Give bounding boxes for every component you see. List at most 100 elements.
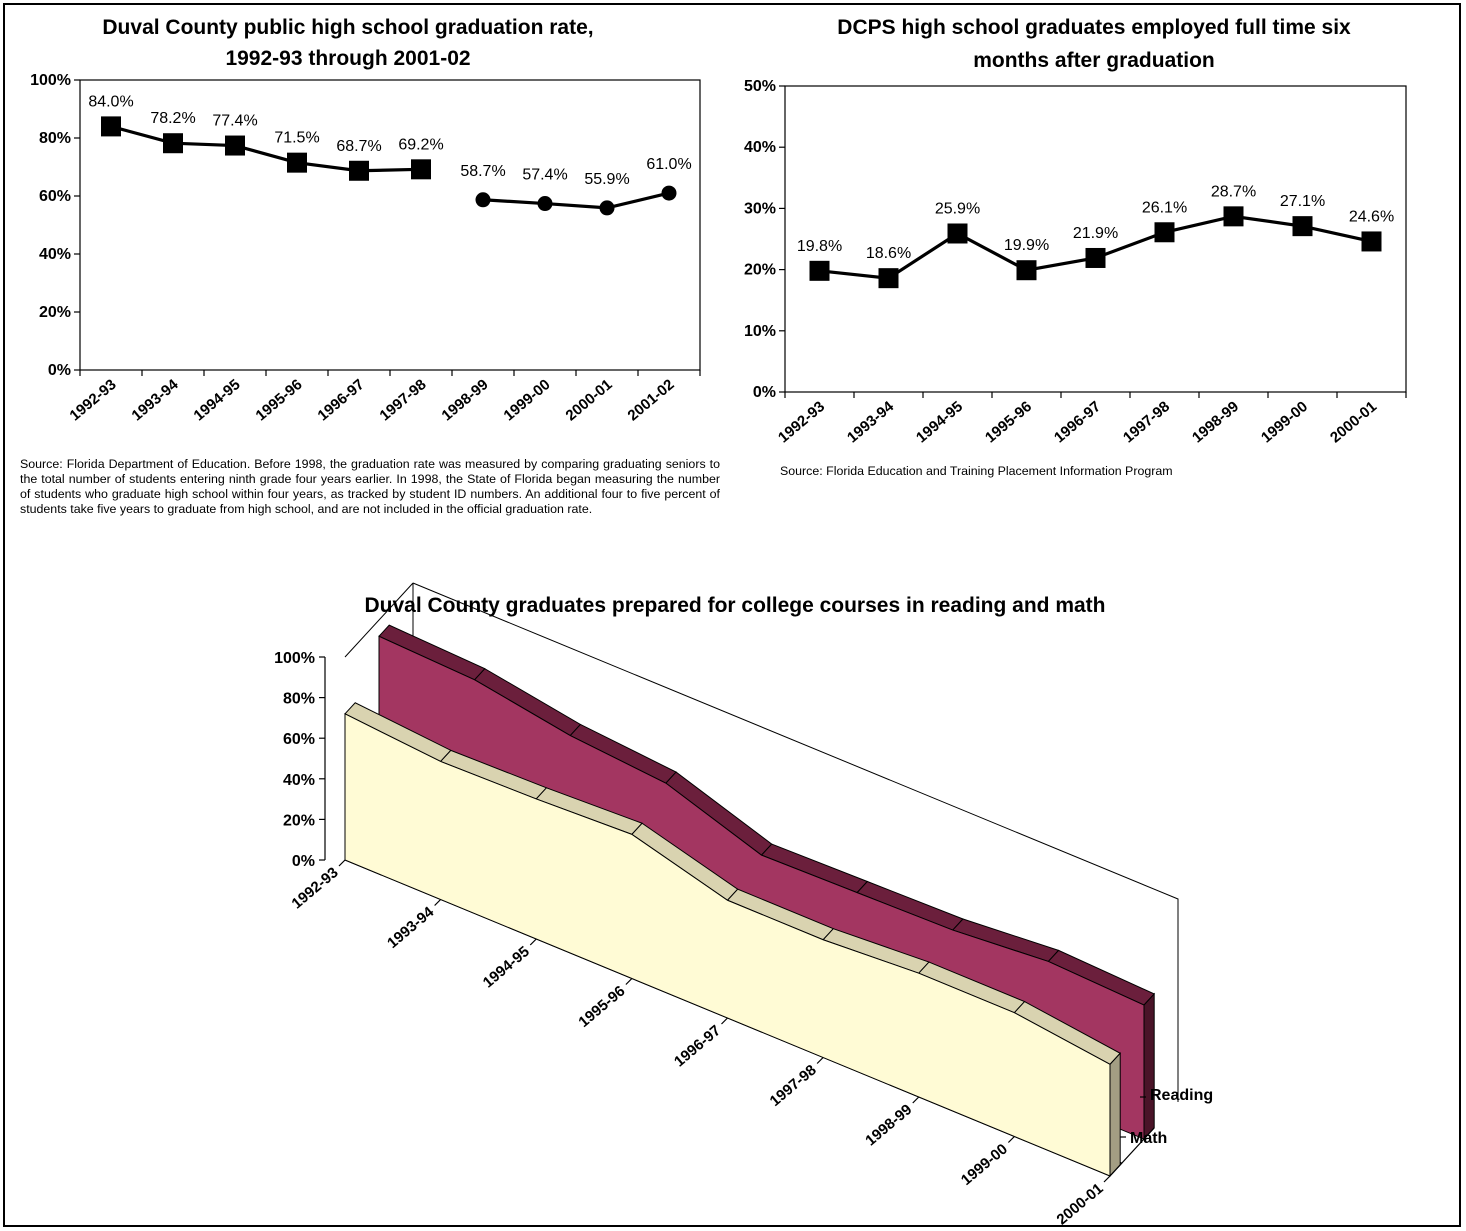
data-point-square (1361, 231, 1382, 252)
data-label: 27.1% (1280, 193, 1325, 210)
chart2-series (809, 206, 1382, 289)
y-tick-label: 30% (744, 200, 776, 217)
data-label: 71.5% (274, 130, 319, 147)
y-tick-label: 80% (283, 691, 315, 708)
area-side-face (1143, 992, 1155, 1141)
x-tick-label: 1995-96 (982, 398, 1035, 446)
data-label: 26.1% (1142, 199, 1187, 216)
x-tick-mark (625, 978, 633, 985)
data-point-square (225, 135, 245, 156)
back-wall-outline (412, 582, 1179, 1102)
data-point-square (1292, 216, 1313, 237)
x-tick-label: 1992-93 (288, 864, 341, 912)
data-label: 21.9% (1073, 225, 1118, 242)
data-label: 19.8% (797, 238, 842, 255)
x-tick-mark (1103, 1175, 1111, 1183)
y-tick-label: 20% (283, 812, 315, 829)
data-point-square (1085, 247, 1106, 268)
x-tick-mark (1007, 1136, 1015, 1143)
x-tick-label: 1993-94 (384, 903, 438, 952)
x-tick-label: 1998-99 (1189, 398, 1242, 446)
x-tick-mark (434, 899, 442, 906)
data-label: 78.2% (150, 110, 195, 127)
page-frame (3, 3, 1461, 1227)
y-tick-label: 10% (744, 323, 776, 340)
x-tick-label: 1992-93 (66, 376, 119, 424)
x-tick-label: 1997-98 (767, 1062, 820, 1110)
x-tick-label: 2001-02 (624, 376, 677, 424)
y-tick-label: 60% (283, 731, 315, 748)
chart-graduation-rate: Duval County public high school graduati… (30, 16, 701, 425)
data-point-circle (599, 200, 615, 216)
data-point-circle (537, 196, 553, 212)
chart1-series (101, 116, 677, 216)
x-tick-label: 1999-00 (958, 1141, 1011, 1189)
data-point-square (411, 159, 431, 180)
y-tick-label: 20% (744, 262, 776, 279)
chart2-plot-area (784, 85, 1407, 393)
x-tick-label: 1994-95 (480, 943, 533, 991)
chart1-data-labels: 84.0% 78.2% 77.4% 71.5% 68.7% 69.2% 58.7% 57.4%… (88, 93, 691, 187)
chart3-math-series (344, 702, 1122, 1178)
data-point-square (947, 223, 968, 244)
chart-college-prepared: Duval County graduates prepared for coll… (274, 582, 1213, 1228)
x-tick-label: 1994-95 (913, 398, 966, 446)
data-label: 25.9% (935, 200, 980, 217)
y-tick-label: 0% (48, 362, 71, 379)
y-tick-label: 40% (283, 772, 315, 789)
data-point-square (163, 133, 183, 154)
series-line (482, 191, 670, 210)
chart1-x-axis: 1992-93 1993-94 1994-95 1995-96 1996-97 1997-… (66, 370, 701, 425)
y-tick-label: 80% (39, 130, 71, 147)
y-tick-label: 0% (753, 384, 776, 401)
x-tick-label: 1997-98 (1120, 398, 1173, 446)
chart2-data-labels: 19.8% 18.6% 25.9% 19.9% 21.9% 26.1% 28.7% 27.1%… (797, 183, 1394, 262)
x-tick-label: 1996-97 (314, 376, 367, 424)
x-tick-label: 1993-94 (128, 376, 182, 425)
chart3-depth-legend: Reading Math (1120, 1087, 1213, 1147)
chart1-source-note: Source: Florida Department of Education.… (20, 457, 720, 516)
x-tick-mark (721, 1017, 728, 1025)
chart1-title-line2: 1992-93 through 2001-02 (225, 47, 470, 70)
data-point-circle (475, 192, 491, 208)
x-tick-label: 1996-97 (671, 1022, 724, 1070)
x-tick-label: 1995-96 (252, 376, 305, 424)
y-tick-label: 40% (744, 139, 776, 156)
data-label: 61.0% (646, 156, 691, 173)
data-label: 19.9% (1004, 237, 1049, 254)
data-point-circle (661, 185, 677, 201)
chart2-title-line1: DCPS high school graduates employed full… (837, 16, 1351, 39)
x-tick-label: 1999-00 (500, 376, 553, 424)
x-tick-label: 2000-01 (562, 376, 615, 424)
data-label: 57.4% (522, 167, 567, 184)
data-label: 84.0% (88, 93, 133, 110)
y-tick-label: 60% (39, 188, 71, 205)
chart3-depth-axis (1109, 1127, 1155, 1177)
x-tick-mark (338, 859, 346, 867)
data-point-square (101, 116, 121, 137)
data-label: 28.7% (1211, 183, 1256, 200)
x-tick-label: 2000-01 (1327, 398, 1380, 446)
data-point-square (287, 152, 307, 173)
x-tick-label: 1994-95 (190, 376, 243, 424)
data-point-square (878, 268, 899, 289)
chart3-legend-reading: Reading (1150, 1087, 1213, 1104)
data-label: 55.9% (584, 171, 629, 188)
chart2-x-axis: 1992-93 1993-94 1994-95 1995-96 1996-97 1997-… (775, 392, 1407, 446)
x-tick-mark (912, 1096, 920, 1104)
data-label: 68.7% (336, 138, 381, 155)
y-tick-label: 50% (744, 78, 776, 95)
data-point-square (1223, 206, 1244, 227)
y-tick-label: 20% (39, 304, 71, 321)
chart3-legend-math: Math (1130, 1130, 1167, 1147)
data-label: 58.7% (460, 163, 505, 180)
y-tick-label: 0% (292, 853, 315, 870)
y-tick-label: 100% (274, 650, 315, 667)
data-point-square (1154, 222, 1175, 243)
x-tick-label: 1998-99 (438, 376, 491, 424)
data-label: 18.6% (866, 245, 911, 262)
y-tick-label: 40% (39, 246, 71, 263)
chart-employment: DCPS high school graduates employed full… (744, 16, 1407, 446)
x-tick-label: 1999-00 (1258, 398, 1311, 446)
